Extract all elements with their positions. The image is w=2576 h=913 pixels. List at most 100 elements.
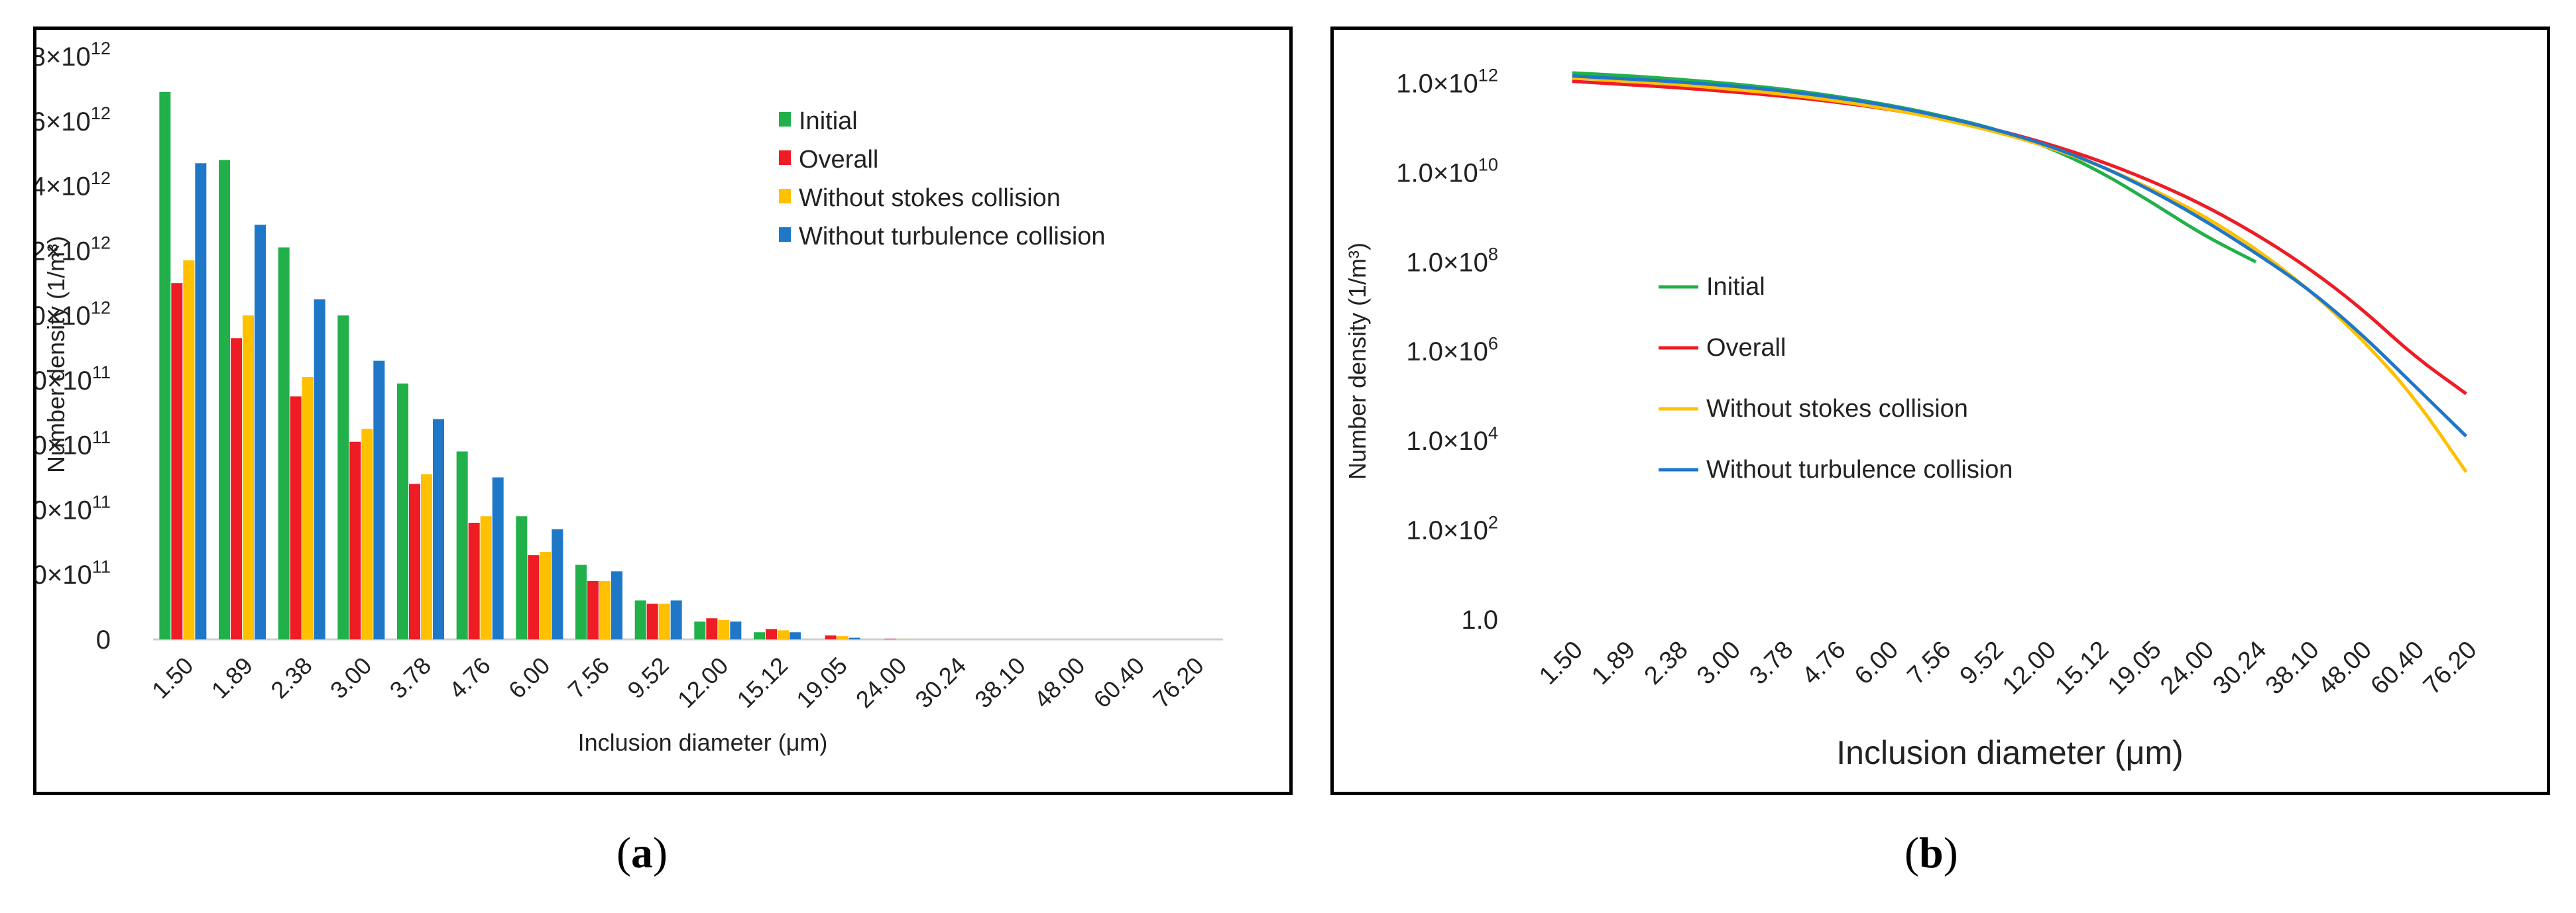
y-tick-label: 2.0×1011 xyxy=(36,556,111,590)
bar xyxy=(587,581,599,639)
y-tick-label: 1.0×106 xyxy=(1406,333,1498,366)
bar xyxy=(290,396,302,639)
series-line xyxy=(1572,71,2257,264)
bar xyxy=(243,315,254,639)
bar xyxy=(670,600,682,639)
bar xyxy=(730,621,742,639)
y-tick-label: 1.0×102 xyxy=(1406,511,1498,545)
bar xyxy=(599,581,611,639)
x-tick-label: 4.76 xyxy=(443,652,496,704)
y-tick-label: 4.0×1011 xyxy=(36,492,111,525)
x-tick-label: 1.89 xyxy=(206,652,259,704)
x-tick-label: 2.38 xyxy=(265,652,318,704)
y-tick-label: 6.0×1011 xyxy=(36,427,111,460)
legend-label: Without turbulence collision xyxy=(1706,456,2013,484)
x-tick-label: 19.05 xyxy=(791,652,852,714)
x-tick-label: 12.00 xyxy=(672,652,734,714)
x-tick-label: 38.10 xyxy=(2260,636,2325,700)
x-tick-label: 76.20 xyxy=(1147,652,1209,714)
x-tick-label: 7.56 xyxy=(1902,636,1956,690)
x-tick-label: 6.00 xyxy=(1849,636,1904,690)
bar xyxy=(837,636,849,639)
bar xyxy=(183,260,195,639)
bar xyxy=(171,283,183,639)
legend-swatch xyxy=(779,150,791,165)
x-tick-label: 60.40 xyxy=(1088,652,1149,714)
legend-label: Without turbulence collision xyxy=(799,223,1106,250)
x-tick-label: 3.78 xyxy=(384,652,437,704)
y-tick-label: 8.0×1011 xyxy=(36,362,111,396)
x-tick-label: 3.00 xyxy=(325,652,377,704)
bar xyxy=(255,225,266,639)
bar xyxy=(433,419,444,639)
line-chart-b: 1.0 1.0×102 1.0×104 1.0×106 1.0×108 1.0×1010 1… xyxy=(1344,65,2483,771)
chart-panel-a: 0 2.0×1011 4.0×1011 6.0×1011 8.0×1011 1.0×101… xyxy=(33,27,1293,795)
bar xyxy=(468,523,480,639)
bar xyxy=(397,383,408,639)
x-tick-label: 4.76 xyxy=(1797,636,1851,690)
bar xyxy=(421,474,432,639)
bar xyxy=(337,315,349,639)
bar xyxy=(231,338,242,639)
x-tick-label: 30.24 xyxy=(2207,636,2272,700)
x-tick-label: 38.10 xyxy=(969,652,1031,714)
bar xyxy=(219,160,230,639)
bar xyxy=(849,637,860,639)
series-line xyxy=(1572,74,2468,438)
legend-label: Initial xyxy=(799,107,858,135)
bar xyxy=(456,451,468,639)
y-tick-label: 1.4×1012 xyxy=(36,168,111,201)
bar xyxy=(575,564,587,639)
bar xyxy=(373,360,385,639)
bar xyxy=(646,604,658,639)
x-tick-label: 60.40 xyxy=(2365,636,2430,700)
x-tick-label: 9.52 xyxy=(622,652,674,704)
legend-label: Initial xyxy=(1706,273,1765,301)
x-tick-label: 24.00 xyxy=(850,652,912,714)
bar xyxy=(540,552,552,639)
x-tick-label: 24.00 xyxy=(2155,636,2219,700)
x-tick-label: 6.00 xyxy=(503,652,556,704)
bar xyxy=(766,629,777,639)
bar xyxy=(314,299,325,640)
bar xyxy=(480,516,492,639)
x-tick-label: 15.12 xyxy=(731,652,793,714)
legend-label: Overall xyxy=(799,146,878,174)
y-tick-label: 1.0×108 xyxy=(1406,244,1498,278)
bar xyxy=(349,441,361,639)
bar-chart-a: 0 2.0×1011 4.0×1011 6.0×1011 8.0×1011 1.0×101… xyxy=(36,38,1223,756)
bar xyxy=(706,618,718,639)
panel-label-a: (a) xyxy=(616,829,668,877)
bar xyxy=(754,632,765,639)
x-tick-label: 1.50 xyxy=(1534,636,1588,690)
y-tick-label: 1.0×1010 xyxy=(1396,154,1498,188)
panel-label-b: (b) xyxy=(1904,829,1958,877)
x-tick-label: 76.20 xyxy=(2418,636,2483,700)
bar xyxy=(528,555,540,639)
bar xyxy=(694,621,706,639)
bar xyxy=(718,619,730,639)
y-axis-title: Number density (1/m³) xyxy=(42,236,70,473)
y-tick-label: 1.2×1012 xyxy=(36,233,111,266)
bar xyxy=(159,91,171,639)
x-axis-title: Inclusion diameter (μm) xyxy=(578,729,828,756)
y-tick-label: 1.0×1012 xyxy=(36,297,111,331)
bar xyxy=(492,477,504,639)
y-axis-title: Number density (1/m³) xyxy=(1344,242,1371,480)
legend-label: Without stokes collision xyxy=(799,184,1061,212)
bar xyxy=(790,632,801,639)
x-tick-label: 3.78 xyxy=(1744,636,1798,690)
bar xyxy=(611,571,622,639)
bar xyxy=(552,529,563,639)
y-tick-label: 1.8×1012 xyxy=(36,38,111,72)
chart-panel-b: 1.0 1.0×102 1.0×104 1.0×106 1.0×108 1.0×1010 1… xyxy=(1330,27,2550,795)
bar xyxy=(634,600,646,639)
bar xyxy=(302,377,314,639)
bar xyxy=(195,163,207,640)
x-axis-title: Inclusion diameter (μm) xyxy=(1836,734,2183,771)
y-tick-label: 1.6×1012 xyxy=(36,103,111,136)
y-tick-label: 1.0×1012 xyxy=(1396,65,1498,99)
x-tick-label: 2.38 xyxy=(1639,636,1694,690)
x-tick-label: 15.12 xyxy=(2050,636,2114,700)
x-tick-label: 1.89 xyxy=(1586,636,1641,690)
